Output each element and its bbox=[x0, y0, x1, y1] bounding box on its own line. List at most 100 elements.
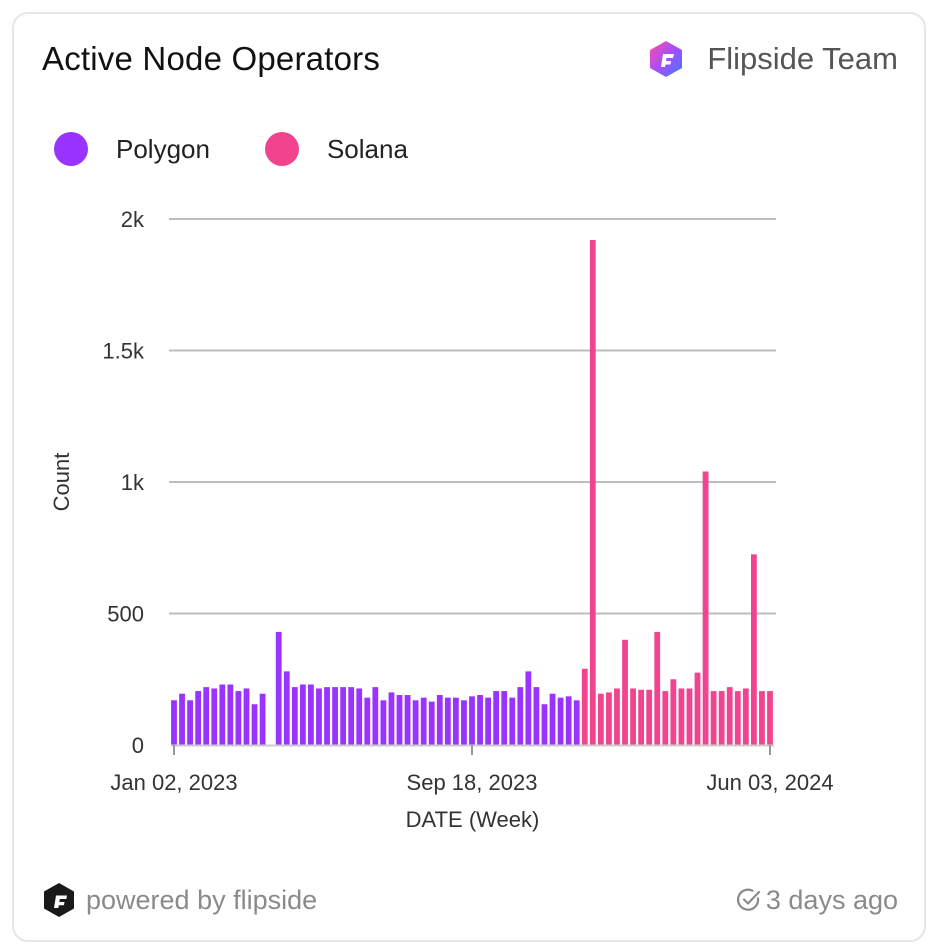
chart-legend: Polygon Solana bbox=[54, 132, 463, 166]
y-tick-label-1: 500 bbox=[107, 602, 144, 627]
author-link[interactable]: Flipside Team bbox=[647, 40, 898, 78]
bar-polygon-4 bbox=[203, 687, 210, 745]
bar-polygon-32 bbox=[428, 701, 435, 745]
bar-solana-57 bbox=[630, 688, 636, 745]
bar-polygon-19 bbox=[324, 687, 330, 745]
x-tick-label-0: Jan 02, 2023 bbox=[110, 770, 237, 795]
bar-polygon-10 bbox=[251, 704, 258, 745]
bar-polygon-36 bbox=[461, 700, 467, 745]
bar-solana-55 bbox=[614, 688, 620, 745]
bar-solana-63 bbox=[678, 688, 685, 745]
last-updated: 3 days ago bbox=[736, 885, 898, 916]
legend-item-solana[interactable]: Solana bbox=[264, 132, 408, 166]
bar-solana-62 bbox=[670, 679, 677, 745]
flipside-logo-icon bbox=[44, 883, 74, 917]
powered-by-link[interactable]: powered by flipside bbox=[42, 882, 317, 918]
bar-polygon-9 bbox=[243, 688, 250, 745]
bar-polygon-13 bbox=[275, 631, 282, 745]
bar-polygon-16 bbox=[299, 684, 306, 745]
bar-polygon-22 bbox=[348, 687, 355, 745]
bar-chart: 0 500 1k 1.5k 2k Jan 02, 2023 Sep 18, 2023 Jun … bbox=[49, 207, 834, 832]
bar-polygon-11 bbox=[259, 693, 266, 745]
check-circle-icon bbox=[736, 888, 760, 911]
bar-polygon-49 bbox=[565, 696, 572, 745]
bar-polygon-5 bbox=[211, 688, 218, 745]
bar-solana-68 bbox=[718, 691, 725, 745]
bar-solana-71 bbox=[742, 688, 749, 745]
bar-polygon-14 bbox=[283, 671, 290, 745]
bar-solana-58 bbox=[638, 689, 645, 745]
bar-polygon-39 bbox=[485, 697, 492, 745]
bar-polygon-24 bbox=[364, 697, 371, 745]
bar-polygon-3 bbox=[195, 691, 202, 745]
last-updated-text: 3 days ago bbox=[765, 884, 898, 915]
x-tick-label-1: Sep 18, 2023 bbox=[407, 770, 538, 795]
legend-swatch-solana bbox=[264, 132, 299, 166]
bar-polygon-40 bbox=[493, 691, 500, 745]
bar-polygon-33 bbox=[436, 695, 443, 745]
bar-polygon-34 bbox=[444, 697, 451, 745]
bar-polygon-38 bbox=[477, 695, 483, 745]
bar-polygon-21 bbox=[340, 687, 347, 745]
x-axis-title: DATE (Week) bbox=[406, 807, 540, 832]
chart-card: Active Node Operators Flipside Team Poly… bbox=[12, 12, 926, 942]
bar-solana-72 bbox=[750, 554, 757, 745]
bar-polygon-18 bbox=[316, 688, 322, 745]
bar-polygon-6 bbox=[219, 684, 226, 745]
bar-polygon-2 bbox=[187, 700, 194, 745]
legend-swatch-polygon bbox=[54, 132, 88, 166]
bar-polygon-43 bbox=[517, 687, 524, 745]
bar-polygon-50 bbox=[573, 700, 580, 745]
bar-polygon-45 bbox=[533, 687, 540, 745]
bar-solana-54 bbox=[606, 692, 612, 745]
bar-polygon-29 bbox=[404, 695, 411, 745]
bar-solana-69 bbox=[726, 687, 733, 745]
legend-label-polygon: Polygon bbox=[116, 133, 210, 164]
bar-solana-53 bbox=[597, 693, 604, 745]
bar-polygon-37 bbox=[469, 696, 475, 745]
bar-polygon-28 bbox=[396, 695, 403, 745]
bar-polygon-35 bbox=[452, 697, 459, 745]
bar-polygon-17 bbox=[308, 684, 314, 745]
bar-polygon-25 bbox=[372, 687, 379, 745]
legend-item-polygon[interactable]: Polygon bbox=[54, 132, 210, 166]
bar-polygon-26 bbox=[380, 700, 387, 745]
bar-solana-66 bbox=[702, 471, 709, 745]
bar-solana-60 bbox=[654, 631, 661, 745]
y-tick-label-0: 0 bbox=[132, 733, 144, 758]
bar-solana-51 bbox=[581, 668, 588, 745]
bar-polygon-31 bbox=[420, 697, 427, 745]
bar-solana-61 bbox=[662, 691, 669, 745]
author-name: Flipside Team bbox=[707, 41, 898, 76]
bar-polygon-8 bbox=[235, 691, 242, 745]
y-tick-label-4: 2k bbox=[121, 207, 145, 232]
bar-solana-65 bbox=[694, 672, 701, 745]
bar-polygon-23 bbox=[356, 688, 363, 745]
bar-polygon-27 bbox=[388, 692, 395, 745]
y-tick-label-2: 1k bbox=[121, 470, 145, 495]
bar-polygon-15 bbox=[291, 687, 298, 745]
bar-polygon-41 bbox=[501, 691, 508, 745]
bar-polygon-48 bbox=[557, 697, 564, 745]
bar-polygon-0 bbox=[171, 700, 177, 745]
flipside-team-logo-icon bbox=[650, 41, 683, 77]
bar-polygon-1 bbox=[179, 693, 185, 745]
card-footer: powered by flipside 3 days ago bbox=[42, 882, 898, 918]
bar-solana-73 bbox=[759, 691, 765, 745]
bar-solana-52 bbox=[589, 240, 596, 746]
legend-label-solana: Solana bbox=[326, 133, 408, 164]
bar-solana-74 bbox=[767, 691, 773, 745]
bar-polygon-44 bbox=[525, 671, 532, 745]
bar-solana-64 bbox=[686, 688, 693, 745]
bar-solana-56 bbox=[622, 639, 628, 745]
bar-polygon-20 bbox=[332, 687, 338, 745]
bar-solana-59 bbox=[646, 689, 653, 745]
powered-by-text: powered by flipside bbox=[86, 884, 318, 915]
x-tick-label-2: Jun 03, 2024 bbox=[706, 770, 833, 795]
bar-polygon-30 bbox=[412, 700, 419, 745]
bar-polygon-42 bbox=[509, 697, 516, 745]
bar-polygon-47 bbox=[549, 693, 556, 745]
y-axis-title: Count bbox=[49, 453, 74, 512]
bar-solana-67 bbox=[710, 691, 717, 745]
y-tick-label-3: 1.5k bbox=[102, 339, 145, 364]
